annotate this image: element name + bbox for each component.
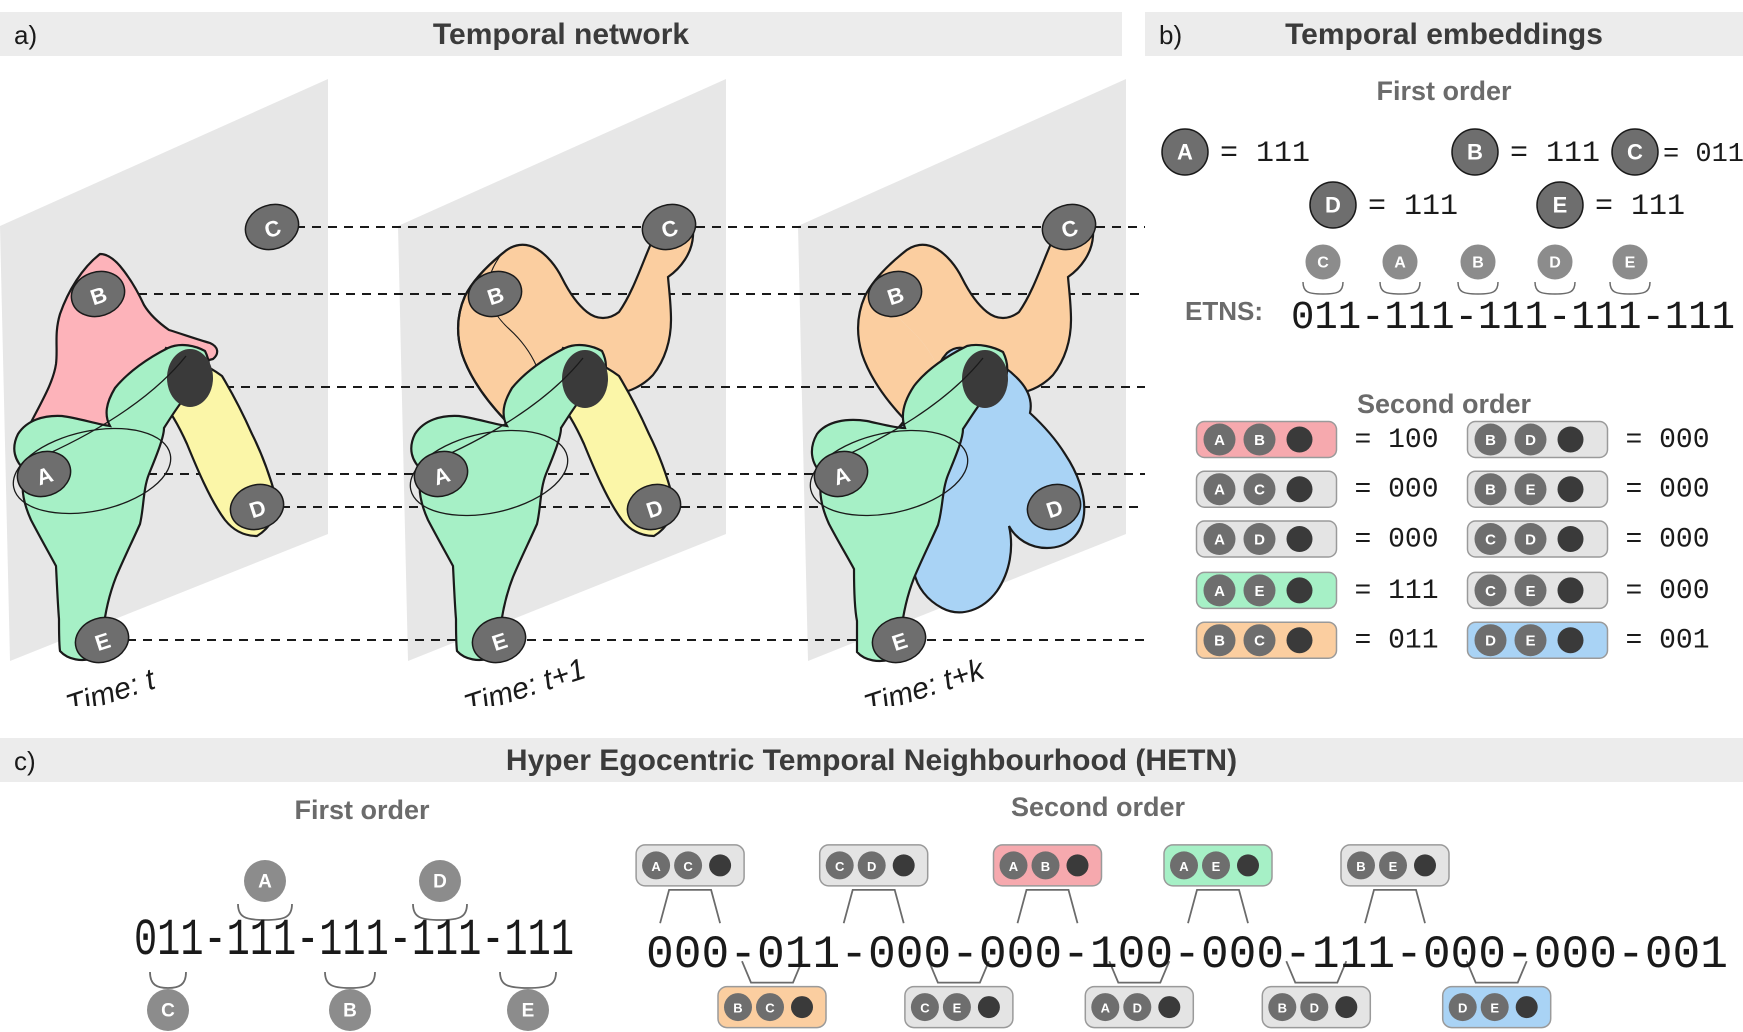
svg-text:C: C: [1254, 633, 1265, 650]
svg-text:= 001: = 001: [1626, 626, 1710, 657]
svg-text:C: C: [1254, 482, 1265, 499]
svg-text:A: A: [1009, 859, 1019, 874]
svg-text:C: C: [1317, 255, 1329, 272]
svg-text:D: D: [1310, 1001, 1319, 1016]
svg-text:A: A: [1179, 859, 1189, 874]
svg-text:A: A: [258, 872, 272, 893]
svg-text:C: C: [765, 1001, 775, 1016]
svg-text:C: C: [1485, 532, 1496, 549]
svg-text:D: D: [1254, 532, 1265, 549]
svg-text:B: B: [1472, 255, 1484, 272]
svg-text:E: E: [1553, 193, 1568, 218]
svg-text:= 000: = 000: [1626, 425, 1710, 456]
svg-text:B: B: [1214, 633, 1225, 650]
svg-text:C: C: [1485, 583, 1496, 600]
svg-text:A: A: [1394, 255, 1406, 272]
svg-text:= 111: = 111: [1355, 576, 1439, 607]
svg-text:D: D: [1525, 532, 1536, 549]
svg-text:A: A: [1214, 432, 1225, 449]
svg-text:B: B: [733, 1001, 742, 1016]
svg-text:ETNS:: ETNS:: [1185, 296, 1263, 326]
svg-text:A: A: [1101, 1001, 1111, 1016]
svg-text:B: B: [1356, 859, 1365, 874]
svg-text:B: B: [1485, 482, 1496, 499]
svg-text:E: E: [1525, 482, 1535, 499]
svg-text:= 111: = 111: [1220, 137, 1310, 171]
svg-text:= 111: = 111: [1368, 190, 1458, 224]
svg-text:D: D: [433, 872, 447, 893]
svg-text:E: E: [522, 1001, 535, 1022]
svg-text:A: A: [1214, 583, 1225, 600]
svg-text:B: B: [1254, 432, 1265, 449]
svg-text:A: A: [1177, 140, 1193, 165]
svg-text:C: C: [835, 859, 845, 874]
svg-text:A: A: [651, 859, 661, 874]
svg-text:A: A: [1214, 532, 1225, 549]
svg-text:D: D: [1549, 255, 1561, 272]
svg-text:= 011: = 011: [1355, 626, 1439, 657]
svg-text:= 000: = 000: [1355, 525, 1439, 556]
svg-text:= 011: = 011: [1663, 140, 1743, 170]
svg-text:D: D: [1485, 633, 1496, 650]
svg-text:011-111-111-111-111: 011-111-111-111-111: [1291, 296, 1735, 341]
svg-text:Second order: Second order: [1357, 389, 1532, 419]
svg-text:= 000: = 000: [1355, 475, 1439, 506]
svg-text:D: D: [1525, 432, 1536, 449]
svg-text:= 111: = 111: [1510, 137, 1600, 171]
svg-text:B: B: [1485, 432, 1496, 449]
svg-text:= 000: = 000: [1626, 576, 1710, 607]
svg-text:B: B: [1467, 140, 1483, 165]
svg-text:First order: First order: [1376, 76, 1512, 106]
svg-text:000-011-000-000-100-000-111-00: 000-011-000-000-100-000-111-000-000-001: [646, 929, 1728, 981]
svg-text:= 111: = 111: [1595, 190, 1685, 224]
svg-text:011-111-111-111-111: 011-111-111-111-111: [134, 911, 574, 970]
svg-text:D: D: [867, 859, 876, 874]
svg-text:C: C: [920, 1001, 930, 1016]
svg-text:Time: t: Time: t: [62, 663, 161, 706]
svg-text:E: E: [1389, 859, 1398, 874]
svg-text:C: C: [161, 1001, 175, 1022]
svg-text:Second order: Second order: [1011, 792, 1186, 822]
svg-text:C: C: [683, 859, 693, 874]
svg-text:E: E: [953, 1001, 962, 1016]
svg-text:= 100: = 100: [1355, 425, 1439, 456]
svg-text:D: D: [1458, 1001, 1467, 1016]
svg-text:= 000: = 000: [1626, 475, 1710, 506]
svg-text:E: E: [1625, 255, 1636, 272]
svg-text:E: E: [1254, 583, 1264, 600]
svg-text:D: D: [1325, 193, 1341, 218]
svg-text:B: B: [1278, 1001, 1287, 1016]
svg-text:B: B: [343, 1001, 357, 1022]
svg-text:B: B: [1041, 859, 1050, 874]
svg-text:= 000: = 000: [1626, 525, 1710, 556]
svg-text:E: E: [1212, 859, 1221, 874]
svg-text:E: E: [1525, 633, 1535, 650]
svg-text:C: C: [1627, 140, 1643, 165]
svg-text:E: E: [1490, 1001, 1499, 1016]
svg-text:D: D: [1133, 1001, 1142, 1016]
svg-text:First order: First order: [294, 795, 430, 825]
svg-text:E: E: [1525, 583, 1535, 600]
svg-text:A: A: [1214, 482, 1225, 499]
